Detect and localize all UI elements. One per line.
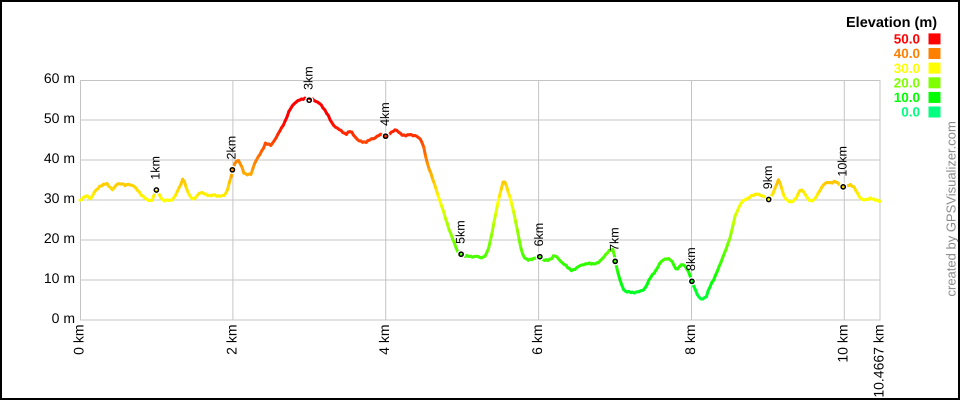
- svg-text:6km: 6km: [532, 223, 546, 247]
- svg-text:0 km: 0 km: [70, 325, 86, 355]
- svg-text:7km: 7km: [607, 227, 621, 251]
- svg-text:created by GPSVisualizer.com: created by GPSVisualizer.com: [944, 121, 959, 296]
- svg-text:10.0: 10.0: [894, 90, 920, 105]
- svg-text:8 km: 8 km: [682, 325, 698, 355]
- svg-text:20.0: 20.0: [894, 76, 920, 91]
- svg-text:3km: 3km: [301, 66, 315, 90]
- svg-text:5km: 5km: [453, 220, 467, 244]
- svg-text:10.4667 km: 10.4667 km: [870, 325, 886, 398]
- svg-text:0.0: 0.0: [901, 105, 920, 120]
- svg-text:0 m: 0 m: [52, 310, 75, 326]
- svg-text:6 km: 6 km: [529, 325, 545, 355]
- svg-text:40.0: 40.0: [894, 46, 920, 61]
- svg-text:4 km: 4 km: [376, 325, 392, 355]
- svg-text:Elevation (m): Elevation (m): [846, 15, 937, 31]
- svg-text:9km: 9km: [761, 166, 775, 190]
- svg-text:10 m: 10 m: [44, 270, 75, 286]
- svg-text:40 m: 40 m: [44, 150, 75, 166]
- svg-text:1km: 1km: [149, 156, 163, 180]
- svg-text:4km: 4km: [378, 102, 392, 126]
- svg-text:50.0: 50.0: [894, 32, 920, 47]
- svg-text:10 km: 10 km: [835, 325, 851, 363]
- svg-text:20 m: 20 m: [44, 230, 75, 246]
- svg-text:30.0: 30.0: [894, 61, 920, 76]
- svg-text:8km: 8km: [684, 247, 698, 271]
- svg-text:2 km: 2 km: [223, 325, 239, 355]
- svg-text:30 m: 30 m: [44, 190, 75, 206]
- svg-text:50 m: 50 m: [44, 110, 75, 126]
- svg-text:60 m: 60 m: [44, 70, 75, 86]
- svg-text:10km: 10km: [835, 146, 849, 177]
- svg-text:2km: 2km: [225, 136, 239, 160]
